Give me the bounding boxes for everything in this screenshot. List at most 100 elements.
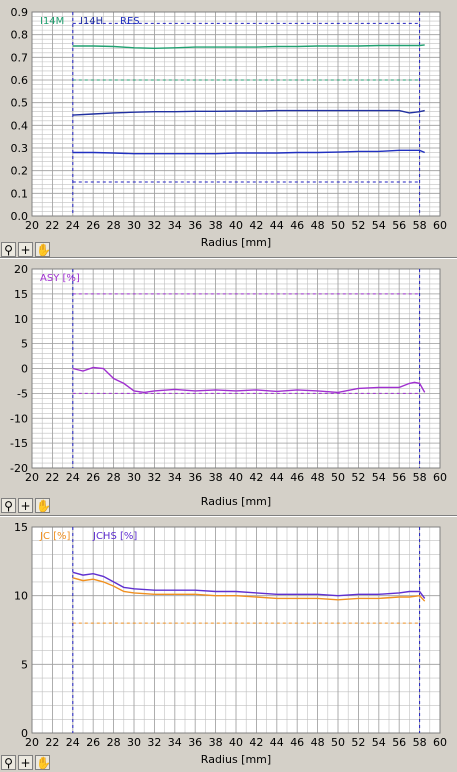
pan-hand-icon[interactable]: ✋ <box>35 754 51 770</box>
x-tick-label: 50 <box>331 219 345 232</box>
x-tick-label: 40 <box>229 219 243 232</box>
x-tick-label: 56 <box>392 471 406 484</box>
zoom-icon[interactable]: ⚲ <box>1 497 16 513</box>
jitter-chart: 0 5 10 15 20 22 24 26 28 30 32 34 36 38 40 42 44 46 48 50 52… <box>14 521 447 766</box>
x-tick-label: 42 <box>249 736 263 749</box>
y-tick-label: 5 <box>21 338 28 351</box>
crosshair-icon[interactable]: + <box>18 241 33 257</box>
x-tick-label: 30 <box>127 736 141 749</box>
y-tick-label: -15 <box>10 437 28 450</box>
x-axis-label: Radius [mm] <box>201 236 271 249</box>
series-line <box>72 109 425 116</box>
x-tick-label: 60 <box>433 471 447 484</box>
chart-toolbar-2: ⚲ + ✋ <box>0 495 71 515</box>
legend-entry: JCHS [%] <box>92 531 137 542</box>
x-tick-label: 36 <box>188 219 202 232</box>
pan-hand-icon[interactable]: ✋ <box>35 241 51 257</box>
legend-entry: ASY [%] <box>40 273 80 284</box>
y-tick-label: 5 <box>21 658 28 671</box>
x-tick-label: 28 <box>107 219 121 232</box>
x-tick-label: 50 <box>331 736 345 749</box>
x-tick-label: 28 <box>107 471 121 484</box>
x-tick-label: 42 <box>249 471 263 484</box>
x-tick-label: 58 <box>413 219 427 232</box>
x-tick-label: 22 <box>45 471 59 484</box>
plot-border <box>31 11 441 217</box>
x-tick-label: 26 <box>86 471 100 484</box>
x-tick-label: 24 <box>66 736 80 749</box>
y-tick-label: 0.6 <box>11 74 29 87</box>
x-tick-label: 22 <box>45 736 59 749</box>
x-tick-label: 32 <box>147 736 161 749</box>
x-tick-label: 20 <box>25 736 39 749</box>
x-tick-label: 42 <box>249 219 263 232</box>
x-tick-label: 40 <box>229 471 243 484</box>
x-tick-label: 58 <box>413 736 427 749</box>
y-tick-label: 0.8 <box>11 29 29 42</box>
y-tick-label: 10 <box>14 313 28 326</box>
legend-entry: JC [%] <box>39 531 71 542</box>
x-tick-label: 30 <box>127 471 141 484</box>
chart-panel-1: 0.0 0.1 0.2 0.3 0.4 0.5 0.6 0.7 0.8 0.9 20 22 24 26 28… <box>0 0 457 257</box>
x-tick-label: 34 <box>168 471 182 484</box>
x-tick-label: 54 <box>372 471 386 484</box>
x-tick-label: 32 <box>147 471 161 484</box>
x-tick-label: 24 <box>66 471 80 484</box>
x-tick-label: 46 <box>290 471 304 484</box>
y-tick-label: 15 <box>14 288 28 301</box>
y-tick-label: -20 <box>10 462 28 475</box>
x-tick-label: 32 <box>147 219 161 232</box>
zoom-icon[interactable]: ⚲ <box>1 241 16 257</box>
legend-entry: RES <box>120 16 140 27</box>
x-tick-label: 28 <box>107 736 121 749</box>
y-tick-label: 0 <box>21 727 28 740</box>
y-tick-label: 20 <box>14 263 28 276</box>
x-tick-label: 38 <box>209 736 223 749</box>
panel-divider-1 <box>0 257 457 259</box>
legend-entry: I14H <box>80 16 103 27</box>
x-tick-label: 48 <box>311 736 325 749</box>
x-tick-label: 20 <box>25 219 39 232</box>
x-tick-label: 46 <box>290 219 304 232</box>
x-tick-label: 56 <box>392 736 406 749</box>
zoom-icon[interactable]: ⚲ <box>1 754 16 770</box>
pan-hand-icon[interactable]: ✋ <box>35 497 51 513</box>
x-tick-label: 24 <box>66 219 80 232</box>
x-tick-label: 40 <box>229 736 243 749</box>
x-tick-label: 38 <box>209 219 223 232</box>
chart-panel-3: 0 5 10 15 20 22 24 26 28 30 32 34 36 38 40 42 44 46 48 50 52… <box>0 517 457 771</box>
series-line <box>72 571 426 599</box>
crosshair-icon[interactable]: + <box>18 497 33 513</box>
x-tick-label: 26 <box>86 736 100 749</box>
x-tick-label: 20 <box>25 471 39 484</box>
series-line <box>72 149 425 155</box>
x-tick-label: 52 <box>351 471 365 484</box>
series-line <box>72 577 426 602</box>
y-tick-label: 0.1 <box>11 187 29 200</box>
intensity-chart: 0.0 0.1 0.2 0.3 0.4 0.5 0.6 0.7 0.8 0.9 20 22 24 26 28… <box>11 6 448 249</box>
y-tick-label: 0.5 <box>11 97 29 110</box>
y-tick-label: 10 <box>14 590 28 603</box>
x-axis-label: Radius [mm] <box>201 753 271 766</box>
x-tick-label: 46 <box>290 736 304 749</box>
crosshair-icon[interactable]: + <box>18 754 33 770</box>
x-tick-label: 44 <box>270 219 284 232</box>
y-tick-label: 0.3 <box>11 142 29 155</box>
x-tick-label: 36 <box>188 736 202 749</box>
series-line <box>72 366 426 394</box>
x-tick-label: 22 <box>45 219 59 232</box>
x-tick-label: 60 <box>433 736 447 749</box>
x-tick-label: 34 <box>168 736 182 749</box>
y-tick-label: 0.0 <box>11 210 29 223</box>
x-tick-label: 44 <box>270 471 284 484</box>
x-tick-label: 44 <box>270 736 284 749</box>
plot-border <box>31 526 441 734</box>
y-tick-label: 15 <box>14 521 28 534</box>
x-tick-label: 50 <box>331 471 345 484</box>
x-axis-label: Radius [mm] <box>201 495 271 508</box>
x-tick-label: 58 <box>413 471 427 484</box>
chart-toolbar-3: ⚲ + ✋ <box>0 752 71 772</box>
x-tick-label: 56 <box>392 219 406 232</box>
legend-entry: I14M <box>40 16 64 27</box>
x-tick-label: 54 <box>372 219 386 232</box>
